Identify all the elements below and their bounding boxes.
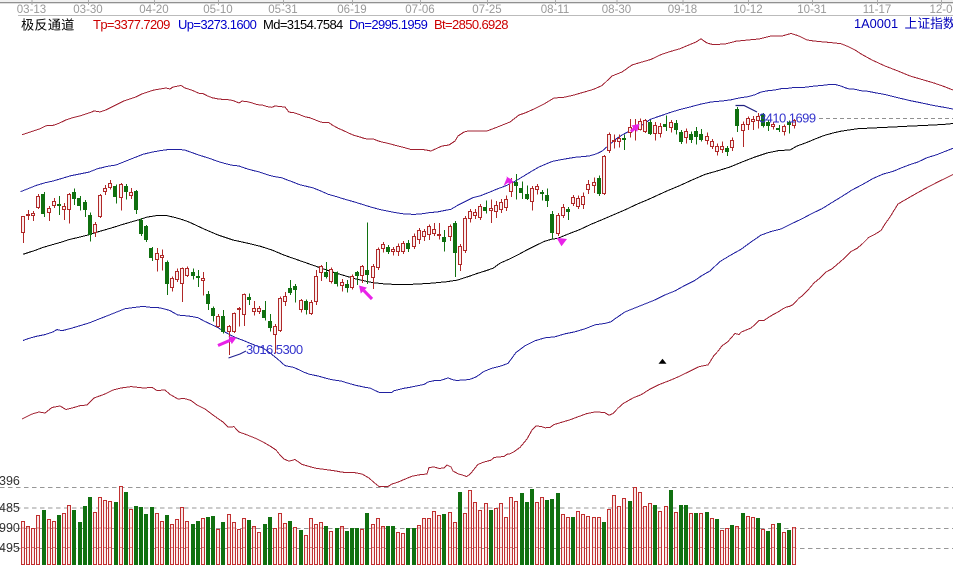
svg-text:04-20: 04-20 (139, 4, 168, 16)
svg-text:07-06: 07-06 (405, 4, 434, 16)
svg-text:03-13: 03-13 (17, 4, 46, 16)
svg-text:极反通道: 极反通道 (21, 18, 75, 33)
svg-text:990: 990 (0, 521, 20, 535)
svg-text:11-17: 11-17 (863, 4, 892, 16)
svg-text:Up=3273.1600: Up=3273.1600 (178, 17, 257, 32)
svg-text:10-12: 10-12 (733, 4, 762, 16)
svg-text:Md=3154.7584: Md=3154.7584 (263, 17, 343, 32)
svg-text:1A0001 上证指数: 1A0001 上证指数 (854, 16, 953, 31)
svg-text:08-11: 08-11 (541, 4, 570, 16)
svg-text:07-25: 07-25 (472, 4, 501, 16)
svg-text:Bt=2850.6928: Bt=2850.6928 (434, 17, 508, 32)
svg-text:3410.1699: 3410.1699 (759, 111, 816, 126)
svg-text:3016.5300: 3016.5300 (246, 342, 303, 357)
svg-text:06-19: 06-19 (337, 4, 366, 16)
svg-text:Dn=2995.1959: Dn=2995.1959 (349, 17, 428, 32)
svg-text:08-30: 08-30 (602, 4, 631, 16)
svg-text:495: 495 (0, 541, 20, 555)
svg-text:03-30: 03-30 (73, 4, 102, 16)
svg-text:12-0: 12-0 (929, 4, 952, 16)
svg-text:05-31: 05-31 (268, 4, 297, 16)
svg-text:396: 396 (0, 474, 20, 488)
svg-text:Tp=3377.7209: Tp=3377.7209 (93, 17, 170, 32)
svg-text:10-31: 10-31 (797, 4, 826, 16)
svg-text:485: 485 (0, 501, 20, 515)
svg-text:05-10: 05-10 (203, 4, 232, 16)
svg-text:09-18: 09-18 (668, 4, 697, 16)
